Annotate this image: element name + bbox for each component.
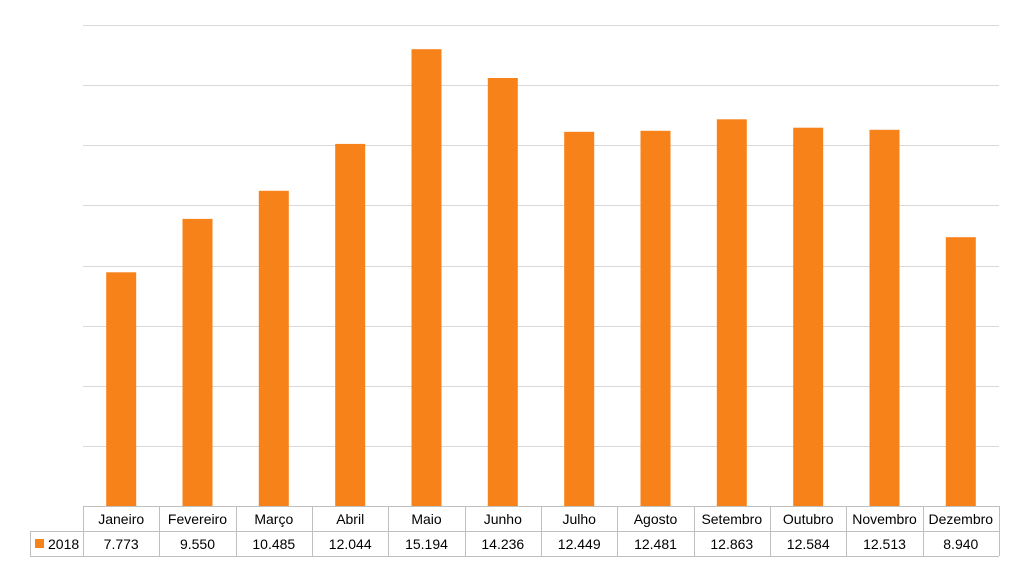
bar-outubro xyxy=(793,127,824,506)
bar-maio xyxy=(411,49,442,506)
legend-series-name: 2018 xyxy=(48,536,79,552)
category-label: Outubro xyxy=(783,511,834,527)
value-label: 15.194 xyxy=(405,536,448,552)
bar-novembro xyxy=(869,129,900,507)
category-label: Janeiro xyxy=(98,511,144,527)
value-label: 9.550 xyxy=(180,536,215,552)
value-label: 10.485 xyxy=(252,536,295,552)
category-label: Setembro xyxy=(701,511,762,527)
category-label: Março xyxy=(254,511,293,527)
bar-janeiro xyxy=(106,272,137,506)
value-label: 7.773 xyxy=(104,536,139,552)
value-label: 12.584 xyxy=(787,536,830,552)
value-label: 12.449 xyxy=(558,536,601,552)
category-label: Agosto xyxy=(634,511,678,527)
value-label: 12.513 xyxy=(863,536,906,552)
bar-agosto xyxy=(640,130,671,507)
bars xyxy=(106,49,976,507)
bar-junho xyxy=(487,78,518,506)
category-label: Fevereiro xyxy=(168,511,227,527)
value-label: 12.481 xyxy=(634,536,677,552)
category-label: Maio xyxy=(411,511,442,527)
bar-abril xyxy=(335,143,366,506)
bar-fevereiro xyxy=(182,218,213,506)
bar-dezembro xyxy=(945,237,976,506)
value-label: 14.236 xyxy=(481,536,524,552)
bar-julho xyxy=(564,131,595,507)
data-table: Janeiro Fevereiro Março Abril Maio Junho Julho… xyxy=(30,506,1000,557)
category-label: Abril xyxy=(336,511,364,527)
gridlines xyxy=(83,25,999,447)
value-label: 12.044 xyxy=(329,536,372,552)
value-label: 8.940 xyxy=(943,536,978,552)
category-label: Julho xyxy=(562,511,596,527)
value-label: 12.863 xyxy=(710,536,753,552)
legend-swatch xyxy=(35,539,44,548)
category-label: Novembro xyxy=(852,511,917,527)
bar-março xyxy=(258,190,289,507)
category-label: Dezembro xyxy=(929,511,994,527)
category-label: Junho xyxy=(484,511,522,527)
bar-setembro xyxy=(716,119,747,507)
